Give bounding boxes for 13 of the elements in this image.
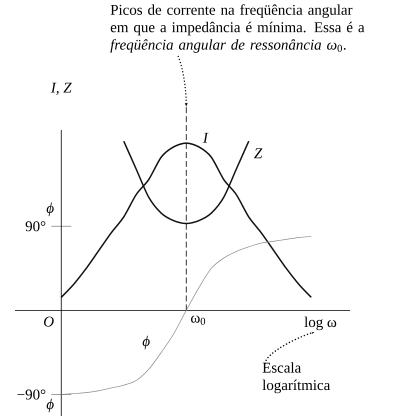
x-axis-title: log ω: [304, 316, 336, 330]
y-tick-label: 90°: [26, 221, 46, 232]
annotation: ω$_{0}$: [191, 316, 206, 325]
text: ϕ: [46, 202, 54, 216]
text: Picos de corrente na freqüência angular em que a impedância é mínima. Essa é a freqüência angular de ressonância ω$_{0}$.: [110, 4, 364, 53]
series-label: ϕ: [142, 336, 150, 350]
annotation: Escala logarítmica: [262, 362, 330, 394]
y-tick-label: −90°: [17, 389, 46, 400]
series-label: Z: [254, 148, 262, 158]
series-label: I: [202, 132, 209, 143]
y-axis-title: I, Z: [50, 82, 72, 95]
text: O: [44, 316, 54, 327]
text: ϕ: [46, 398, 54, 412]
